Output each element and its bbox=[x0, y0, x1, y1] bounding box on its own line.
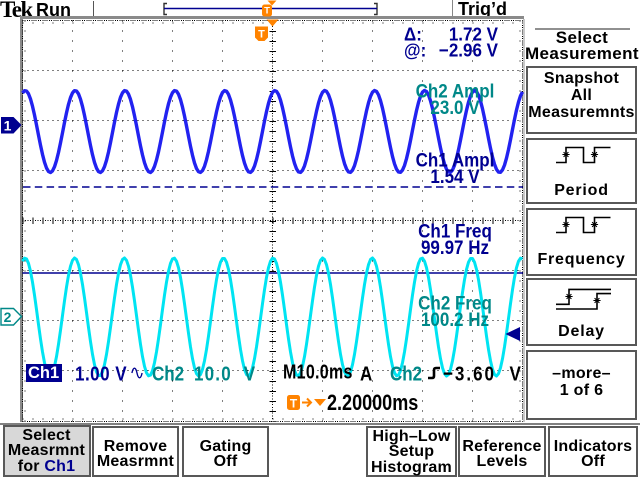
svg-text:T: T bbox=[258, 29, 265, 41]
svg-text:1: 1 bbox=[4, 118, 12, 134]
svg-text:T: T bbox=[290, 397, 298, 411]
svg-text:T: T bbox=[264, 6, 270, 17]
svg-text:2: 2 bbox=[4, 309, 12, 325]
